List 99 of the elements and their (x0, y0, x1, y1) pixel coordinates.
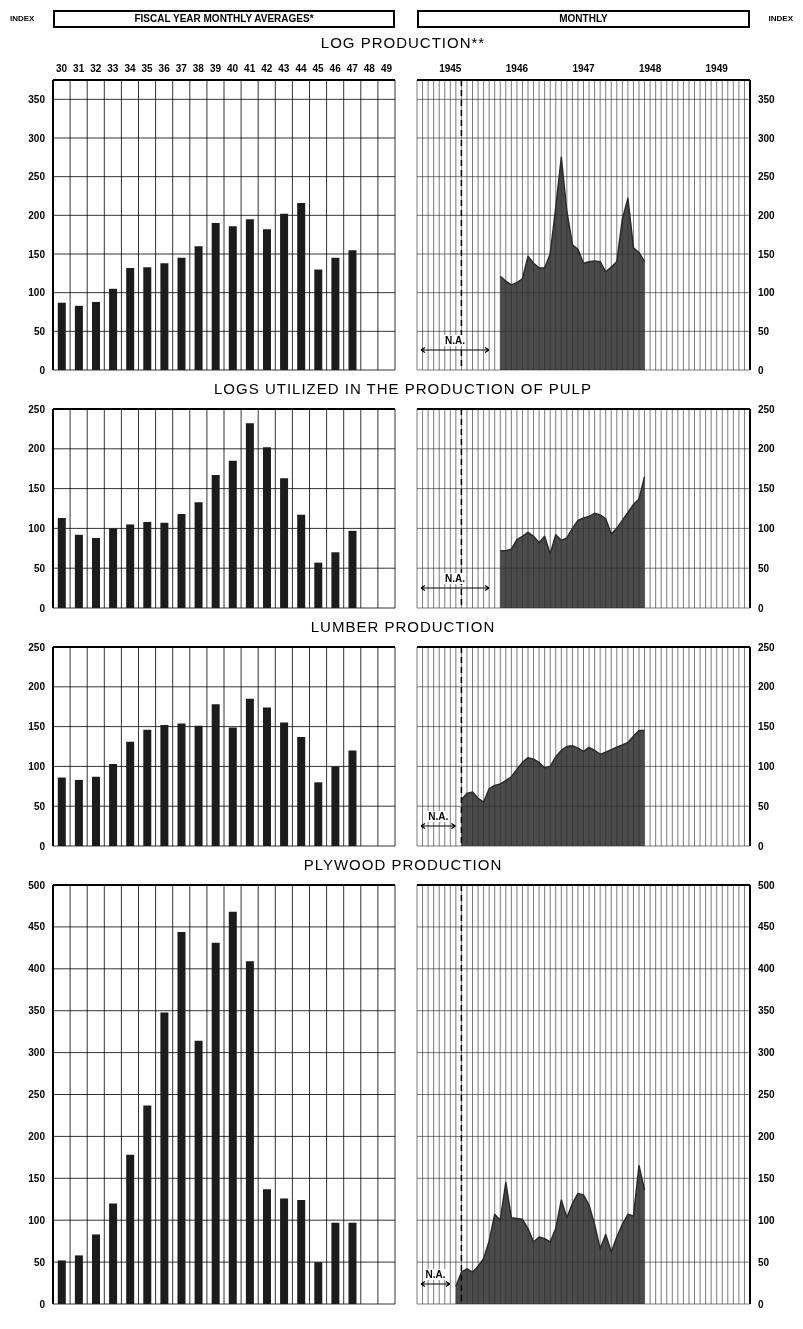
y-tick-label: 100 (758, 760, 776, 772)
y-tick-label: 100 (28, 522, 46, 534)
y-tick-label: 200 (28, 681, 46, 693)
x-tick-label: 36 (158, 63, 171, 74)
y-tick-label: 250 (758, 403, 776, 415)
x-tick-label: 44 (295, 63, 307, 74)
y-tick-label: 350 (758, 93, 776, 105)
y-tick-label: 0 (758, 602, 764, 614)
y-tick-label: 50 (758, 325, 770, 337)
y-tick-label: 50 (33, 562, 46, 574)
y-tick-label: 50 (758, 800, 770, 812)
y-tick-label: 100 (758, 1214, 776, 1226)
y-tick-label: 250 (28, 171, 46, 183)
y-tick-label: 300 (758, 1047, 776, 1059)
y-tick-label: 200 (28, 443, 46, 455)
y-tick-label: 250 (28, 403, 46, 415)
x-tick-label: 1946 (505, 63, 529, 74)
x-axis-title: MONTHLY (417, 10, 750, 28)
annotation: N.A. (424, 1269, 447, 1280)
y-tick-label: 50 (758, 562, 770, 574)
x-tick-label: 40 (226, 63, 239, 74)
y-tick-label: 350 (28, 1005, 46, 1017)
y-tick-label: 150 (758, 483, 776, 495)
x-tick-label: 47 (346, 63, 359, 74)
y-tick-label: 250 (758, 1089, 776, 1101)
y-tick-label: 50 (33, 325, 46, 337)
chart-title: LUMBER PRODUCTION (309, 618, 497, 635)
y-tick-label: 150 (28, 483, 46, 495)
y-tick-label: 0 (39, 602, 46, 614)
y-tick-label: 350 (28, 93, 46, 105)
y-tick-label: 100 (28, 760, 46, 772)
y-tick-label: 500 (28, 879, 46, 891)
y-tick-label: 50 (758, 1256, 770, 1268)
y-tick-label: 150 (758, 721, 776, 733)
y-tick-label: 300 (28, 1047, 46, 1059)
chart-title: LOGS UTILIZED IN THE PRODUCTION OF PULP (213, 380, 593, 397)
chart-title: PLYWOOD PRODUCTION (302, 856, 504, 873)
annotation: N.A. (444, 335, 466, 346)
y-tick-label: 0 (758, 840, 764, 852)
x-tick-label: 1947 (572, 63, 596, 74)
y-tick-label: 0 (758, 364, 764, 376)
x-tick-label: 49 (380, 63, 393, 74)
y-tick-label: 50 (33, 800, 46, 812)
y-tick-label: 250 (758, 171, 776, 183)
y-tick-label: 0 (758, 1298, 764, 1310)
y-tick-label: 200 (758, 443, 776, 455)
y-tick-label: 200 (758, 1130, 776, 1142)
y-tick-label: 250 (28, 1089, 46, 1101)
chart-title: LOG PRODUCTION** (319, 34, 487, 51)
y-tick-label: 0 (39, 840, 46, 852)
y-axis-title: INDEX (768, 14, 793, 23)
x-axis-title: FISCAL YEAR MONTHLY AVERAGES* (53, 10, 395, 28)
y-tick-label: 200 (28, 1130, 46, 1142)
x-tick-label: 35 (141, 63, 154, 74)
y-tick-label: 450 (28, 921, 46, 933)
x-tick-label: 41 (244, 63, 256, 74)
x-tick-label: 1945 (439, 63, 462, 74)
y-tick-label: 0 (39, 1298, 46, 1310)
x-tick-label: 37 (175, 63, 188, 74)
y-tick-label: 150 (28, 1172, 46, 1184)
y-tick-label: 200 (758, 681, 776, 693)
y-tick-label: 250 (758, 641, 776, 653)
annotation: N.A. (444, 573, 466, 584)
x-tick-label: 46 (329, 63, 342, 74)
y-axis-title: INDEX (10, 14, 35, 23)
y-tick-label: 100 (758, 522, 776, 534)
x-tick-label: 33 (107, 63, 119, 74)
y-tick-label: 50 (33, 1256, 46, 1268)
y-tick-label: 0 (39, 364, 46, 376)
x-tick-label: 34 (124, 63, 136, 74)
x-tick-label: 31 (73, 63, 85, 74)
y-tick-label: 300 (758, 132, 776, 144)
y-tick-label: 300 (28, 132, 46, 144)
y-tick-label: 150 (758, 248, 776, 260)
y-tick-label: 100 (28, 287, 46, 299)
x-tick-label: 30 (55, 63, 68, 74)
y-tick-label: 150 (28, 721, 46, 733)
x-tick-label: 39 (209, 63, 222, 74)
x-tick-label: 1948 (638, 63, 662, 74)
y-tick-label: 100 (28, 1214, 46, 1226)
y-tick-label: 400 (758, 963, 776, 975)
x-tick-label: 48 (363, 63, 376, 74)
y-tick-label: 200 (28, 209, 46, 221)
x-tick-label: 32 (90, 63, 102, 74)
y-tick-label: 500 (758, 879, 776, 891)
x-tick-label: 45 (312, 63, 325, 74)
y-tick-label: 100 (758, 287, 776, 299)
y-tick-label: 200 (758, 209, 776, 221)
y-tick-label: 350 (758, 1005, 776, 1017)
x-tick-label: 1949 (705, 63, 729, 74)
y-tick-label: 150 (758, 1172, 776, 1184)
x-tick-label: 43 (278, 63, 290, 74)
y-tick-label: 150 (28, 248, 46, 260)
x-tick-label: 42 (261, 63, 273, 74)
y-tick-label: 250 (28, 641, 46, 653)
annotation: N.A. (427, 811, 450, 822)
y-tick-label: 450 (758, 921, 776, 933)
y-tick-label: 400 (28, 963, 46, 975)
x-tick-label: 38 (192, 63, 205, 74)
